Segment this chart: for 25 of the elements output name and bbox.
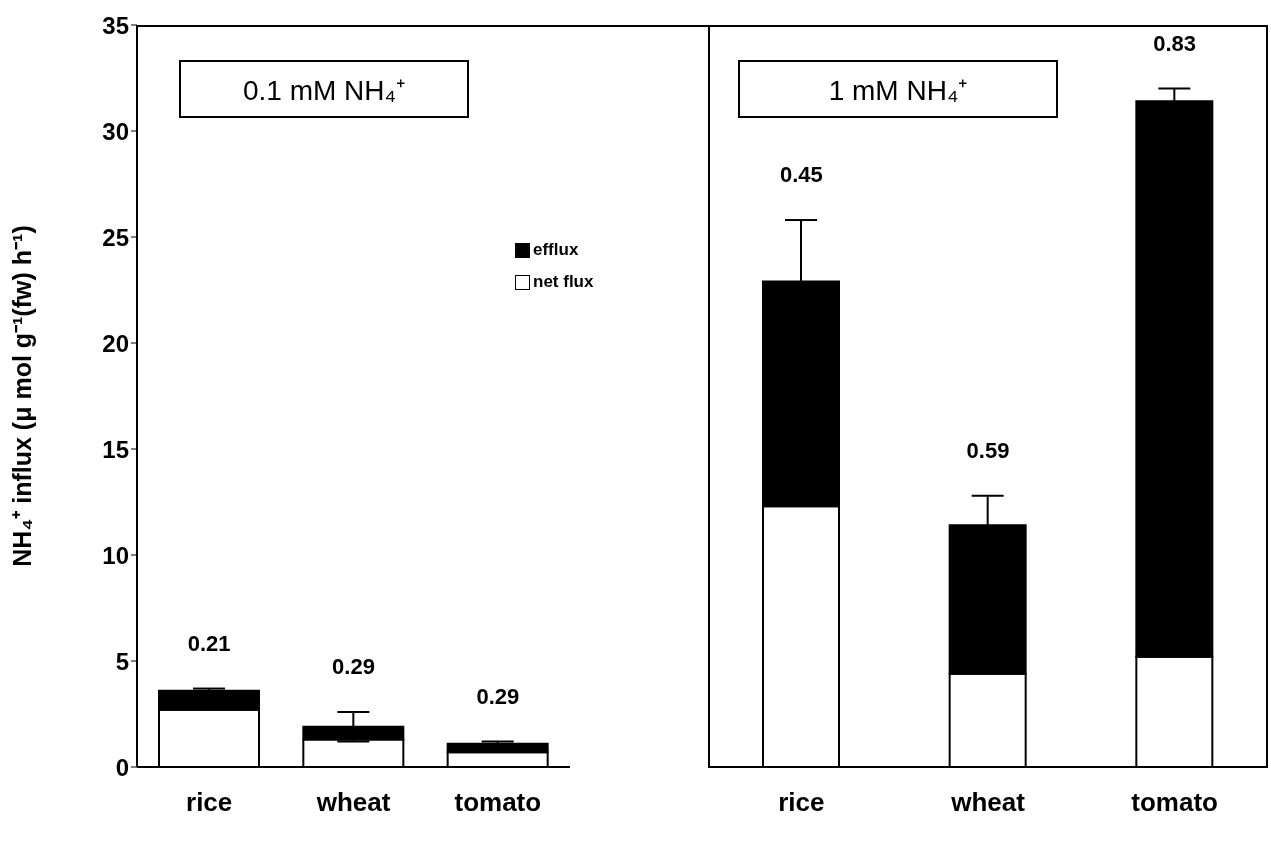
y-axis-title: NH₄⁺ influx (μ mol g⁻¹(fw) h⁻¹): [7, 225, 36, 567]
annotation: 0.45: [779, 162, 823, 188]
y-tick-label: 35: [102, 11, 129, 39]
y-tick-label: 15: [102, 435, 129, 463]
x-tick-label: rice: [186, 787, 233, 818]
y-tick-label: 25: [102, 223, 129, 251]
y-tick-label: 0: [115, 753, 129, 781]
annotation: 0.83: [1153, 30, 1197, 56]
x-tick-label: tomato: [1131, 787, 1218, 818]
text: 0.1 mM NH₄⁺: [242, 74, 405, 108]
annotation: 0.59: [966, 437, 1010, 463]
x-tick-label: rice: [778, 787, 825, 818]
x-tick-label: wheat: [950, 787, 1026, 818]
y-tick-label: 5: [115, 647, 129, 675]
y-tick-label: 20: [102, 329, 129, 357]
legend-label: efflux: [533, 240, 579, 260]
annotation: 0.21: [187, 630, 231, 656]
legend-label: net flux: [533, 272, 594, 292]
y-tick-label: 30: [102, 117, 129, 145]
text: 1 mM NH₄⁺: [828, 74, 968, 108]
annotation: 0.29: [332, 653, 375, 679]
x-tick-label: wheat: [315, 787, 391, 818]
x-tick-label: tomato: [454, 787, 542, 818]
text: 0.29: [476, 683, 520, 709]
y-tick-label: 10: [102, 541, 129, 569]
